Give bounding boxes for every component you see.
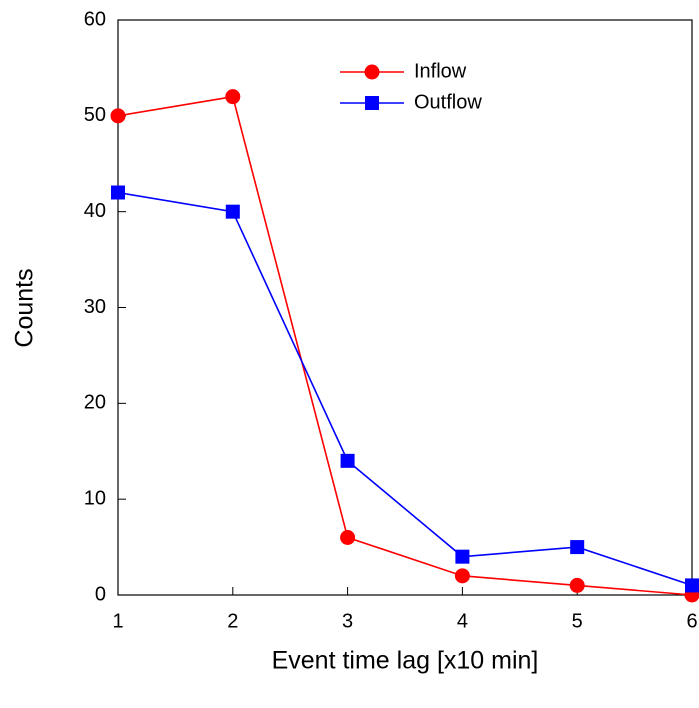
data-point <box>225 89 241 105</box>
y-tick-label: 10 <box>84 487 106 509</box>
x-tick-label: 2 <box>227 610 238 632</box>
data-point <box>340 530 356 545</box>
legend-marker <box>365 96 379 110</box>
y-tick-label: 50 <box>84 104 106 126</box>
y-tick-label: 30 <box>84 296 106 318</box>
x-axis-title: Event time lag [x10 min] <box>272 647 539 675</box>
y-axis-title: Counts <box>11 268 39 347</box>
legend-marker <box>364 64 380 80</box>
x-tick-label: 4 <box>457 610 468 632</box>
data-point <box>110 108 126 124</box>
data-point <box>685 578 699 593</box>
series-line <box>117 95 693 596</box>
data-point <box>570 540 585 555</box>
data-point <box>111 185 125 200</box>
data-point <box>225 204 240 219</box>
data-point <box>340 453 355 468</box>
y-tick-label: 20 <box>84 392 106 414</box>
x-tick-label: 3 <box>342 610 353 632</box>
x-tick-label: 1 <box>112 610 123 632</box>
data-point <box>569 577 585 593</box>
x-tick-label: 6 <box>686 610 697 632</box>
data-point <box>454 568 470 584</box>
series-line <box>117 191 693 587</box>
y-tick-label: 0 <box>95 583 106 605</box>
y-tick-label: 60 <box>84 8 106 30</box>
x-tick-label: 5 <box>572 610 583 632</box>
y-tick-label: 40 <box>84 200 106 222</box>
legend-label: Outflow <box>414 91 482 113</box>
data-point <box>455 549 470 564</box>
legend-label: Inflow <box>414 60 467 82</box>
